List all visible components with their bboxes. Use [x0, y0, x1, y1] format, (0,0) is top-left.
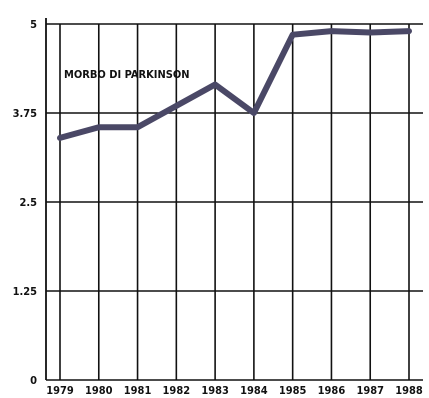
data-point — [329, 29, 334, 34]
data-point — [407, 29, 411, 34]
y-axis-ticks: 0 1.25 2.5 3.75 5 — [13, 18, 38, 387]
data-point — [135, 125, 140, 130]
series-group — [57, 28, 412, 141]
x-tick-label: 1982 — [163, 384, 191, 397]
data-point — [58, 135, 62, 140]
x-tick-label: 1979 — [46, 384, 74, 397]
data-point — [368, 30, 373, 35]
x-tick-label: 1988 — [395, 384, 423, 397]
x-tick-label: 1985 — [279, 384, 307, 397]
x-tick-label: 1981 — [124, 384, 152, 397]
y-tick-label: 1.25 — [13, 285, 38, 298]
x-tick-label: 1986 — [318, 384, 346, 397]
data-point — [96, 125, 101, 130]
y-tick-label: 5 — [30, 18, 37, 31]
x-axis-ticks: 1979 1980 1981 1982 1983 1984 1985 1986 1987 1988 — [46, 384, 423, 397]
data-point — [251, 111, 256, 115]
data-point — [213, 82, 218, 87]
series-line — [57, 28, 412, 141]
y-tick-label: 0 — [30, 374, 37, 387]
x-tick-label: 1983 — [201, 384, 229, 397]
x-tick-label: 1980 — [85, 384, 113, 397]
x-tick-label: 1984 — [240, 384, 268, 397]
data-point — [290, 32, 295, 37]
chart-annotation: MORBO DI PARKINSON — [64, 68, 190, 81]
x-tick-label: 1987 — [356, 384, 384, 397]
y-tick-label: 3.75 — [13, 107, 38, 120]
data-point — [174, 103, 179, 108]
y-tick-label: 2.5 — [19, 196, 37, 209]
chart-grid — [45, 18, 423, 381]
